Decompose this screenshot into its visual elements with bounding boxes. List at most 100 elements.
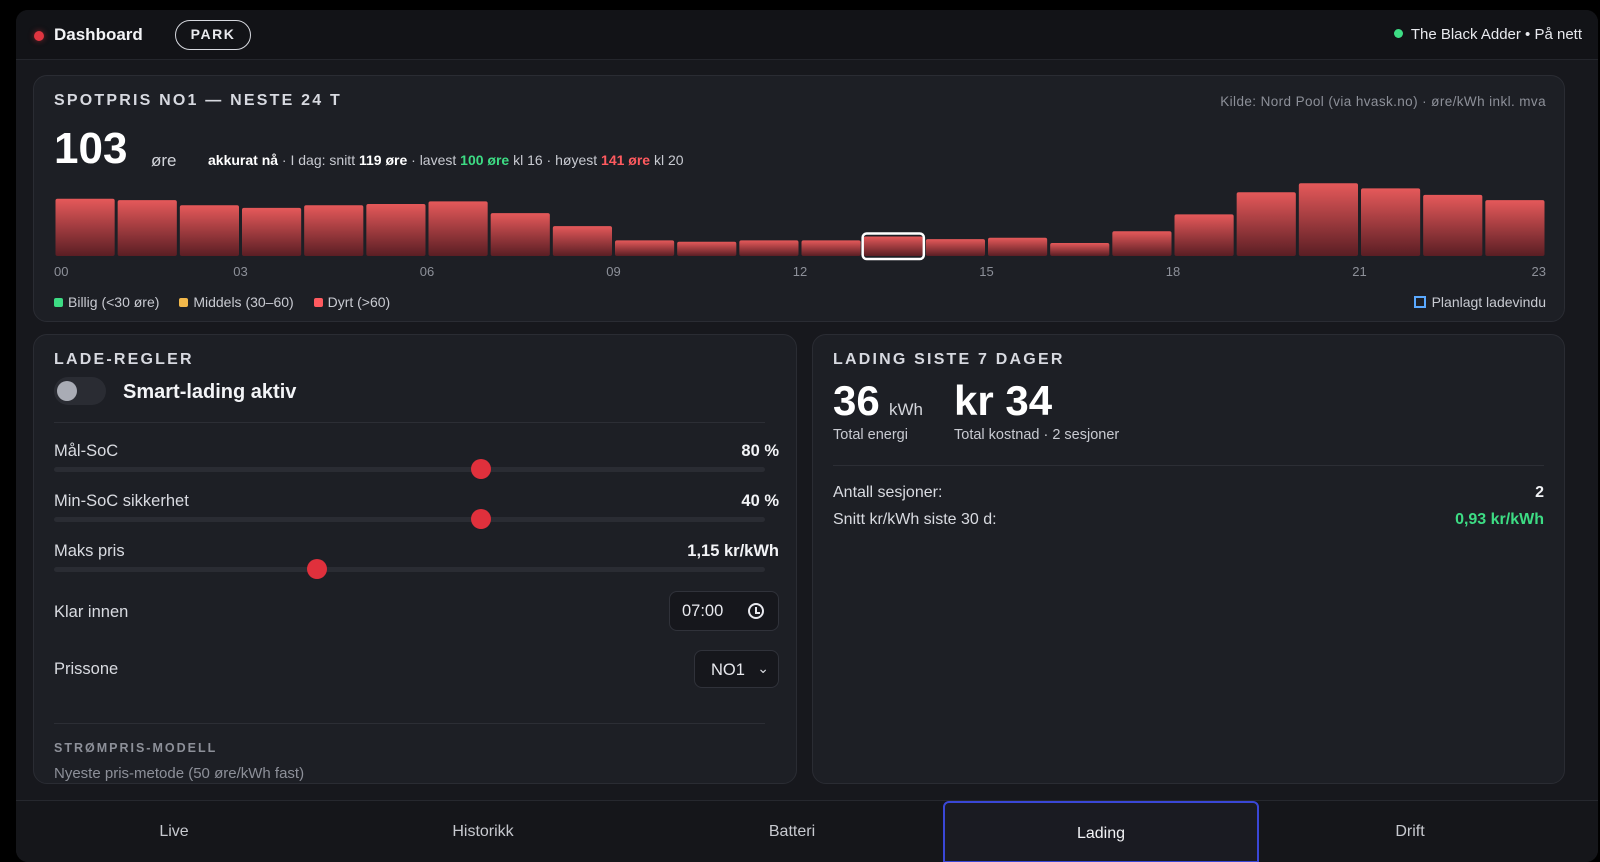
price-bar-07 — [490, 213, 550, 256]
current-price: 103 — [54, 124, 128, 173]
price-bar-18 — [1174, 214, 1234, 256]
energy-unit: kWh — [889, 400, 923, 419]
vehicle-status: The Black Adder • På nett — [1393, 26, 1582, 43]
high-time: kl 20 — [650, 152, 684, 168]
energy-total: 36 — [833, 377, 880, 424]
current-price-unit: øre — [151, 151, 177, 170]
price-bar-02 — [179, 205, 239, 256]
min-soc-slider[interactable] — [54, 509, 765, 529]
cost-caption: Total kostnad · 2 sesjoner — [954, 427, 1120, 443]
price-bar-08 — [552, 226, 612, 256]
legend-item-expensive: Dyrt (>60) — [313, 294, 391, 310]
sessions-value: 2 — [1535, 484, 1544, 501]
planned-window-icon — [1413, 296, 1426, 308]
divider — [54, 422, 765, 423]
x-tick-label: 21 — [1352, 264, 1366, 279]
status-dot-icon — [34, 31, 44, 41]
current-hour-highlight — [861, 232, 926, 261]
target-soc-label: Mål-SoC — [54, 442, 119, 460]
week-heading: LADING SISTE 7 DAGER — [833, 351, 1065, 368]
smart-charging-toggle[interactable] — [54, 377, 106, 405]
ready-by-time-value: 07:00 — [682, 602, 724, 620]
ready-by-time-input[interactable]: 07:00 — [669, 591, 779, 631]
smart-charging-label: Smart-lading aktiv — [123, 381, 297, 403]
x-tick-label: 12 — [793, 264, 807, 279]
tab-live[interactable]: Live — [159, 823, 189, 840]
charging-week-card: LADING SISTE 7 DAGER 36 kWh Total energi… — [812, 334, 1565, 784]
app-window: Dashboard PARK The Black Adder • På nett… — [16, 10, 1598, 862]
bottom-tab-bar: Live Historikk Batteri Lading Drift — [16, 800, 1598, 862]
rules-heading: LADE-REGLER — [54, 351, 194, 368]
price-bar-15 — [988, 237, 1048, 256]
price-zone-value: NO1 — [711, 661, 745, 679]
price-model-text: Nyeste pris-metode (50 øre/kWh fast) — [54, 765, 305, 782]
price-bar-16 — [1050, 243, 1110, 256]
tab-lading[interactable]: Lading — [943, 801, 1259, 862]
price-bar-20 — [1298, 183, 1358, 256]
price-bar-13 — [863, 236, 923, 256]
max-price-label: Maks pris — [54, 542, 125, 560]
spot-price-card: 00 03 06 09 12 15 18 21 23 SPOTPRIS NO1 — NESTE … — [33, 75, 1565, 322]
divider — [833, 465, 1544, 466]
price-model-heading: STRØMPRIS-MODELL — [54, 741, 218, 755]
min-soc-value: 40 % — [741, 492, 779, 510]
ready-by-label: Klar innen — [54, 603, 129, 621]
chevron-down-icon: ⌄ — [757, 660, 769, 676]
price-bar-23 — [1485, 200, 1545, 256]
avg-price: 119 øre — [358, 152, 408, 168]
online-dot-icon — [1393, 29, 1403, 38]
price-bar-01 — [117, 200, 177, 256]
tab-historikk[interactable]: Historikk — [452, 823, 514, 840]
legend-item-medium: Middels (30–60) — [179, 294, 294, 310]
legend-swatch-icon — [54, 298, 63, 307]
charge-rules-card: LADE-REGLER Smart-lading aktiv Mål-SoC 8… — [33, 334, 797, 784]
low-time: kl 16 — [509, 152, 543, 168]
tab-batteri[interactable]: Batteri — [768, 823, 816, 840]
spot-source: Kilde: Nord Pool (via hvask.no) · øre/kW… — [1220, 94, 1546, 109]
price-summary: akkurat nå · I dag: snitt 119 øre · lave… — [208, 152, 684, 168]
clock-icon — [748, 603, 764, 619]
slider-thumb[interactable] — [470, 509, 491, 529]
target-soc-slider[interactable] — [54, 459, 765, 479]
page-title: Dashboard — [54, 25, 143, 44]
legend-label: Middels (30–60) — [193, 294, 294, 310]
now-label: akkurat nå — [208, 152, 279, 168]
low-price: 100 øre — [460, 152, 510, 168]
price-legend: Billig (<30 øre) Middels (30–60) Dyrt (>… — [54, 294, 406, 310]
max-price-value: 1,15 kr/kWh — [687, 542, 779, 560]
price-bar-09 — [615, 240, 675, 256]
vehicle-status-text: The Black Adder • På nett — [1410, 26, 1582, 43]
top-bar: Dashboard PARK The Black Adder • På nett — [16, 10, 1598, 60]
slider-thumb[interactable] — [470, 459, 491, 479]
x-tick-label: 09 — [606, 264, 620, 279]
price-zone-select[interactable]: NO1 ⌄ — [694, 650, 779, 688]
min-soc-label: Min-SoC sikkerhet — [54, 492, 189, 510]
target-soc-value: 80 % — [741, 442, 779, 460]
price-bar-10 — [677, 241, 737, 256]
legend-label: Dyrt (>60) — [327, 294, 391, 310]
planned-window-label: Planlagt ladevindu — [1431, 294, 1546, 310]
x-tick-label: 18 — [1166, 264, 1180, 279]
legend-swatch-icon — [313, 298, 323, 307]
spot-price-chart: 00 03 06 09 12 15 18 21 23 — [54, 183, 1546, 279]
gear-mode-badge: PARK — [175, 20, 251, 50]
tab-drift[interactable]: Drift — [1395, 823, 1425, 840]
low-prefix: · lavest — [407, 152, 461, 168]
slider-thumb[interactable] — [307, 559, 328, 579]
avg-cost-value: 0,93 kr/kWh — [1455, 511, 1544, 528]
price-bar-21 — [1361, 188, 1421, 256]
x-tick-label: 00 — [54, 264, 68, 279]
x-tick-label: 03 — [233, 264, 247, 279]
x-tick-label: 15 — [979, 264, 993, 279]
high-prefix: · høyest — [542, 152, 602, 168]
divider — [54, 723, 765, 724]
max-price-slider[interactable] — [54, 559, 765, 579]
price-bar-04 — [304, 205, 364, 256]
legend-swatch-icon — [179, 298, 189, 307]
price-bar-19 — [1236, 192, 1296, 256]
high-price: 141 øre — [601, 152, 651, 168]
sessions-label: Antall sesjoner: — [833, 484, 943, 501]
price-zone-label: Prissone — [54, 660, 119, 678]
spot-heading: SPOTPRIS NO1 — NESTE 24 T — [54, 92, 342, 109]
toggle-knob — [57, 381, 77, 401]
